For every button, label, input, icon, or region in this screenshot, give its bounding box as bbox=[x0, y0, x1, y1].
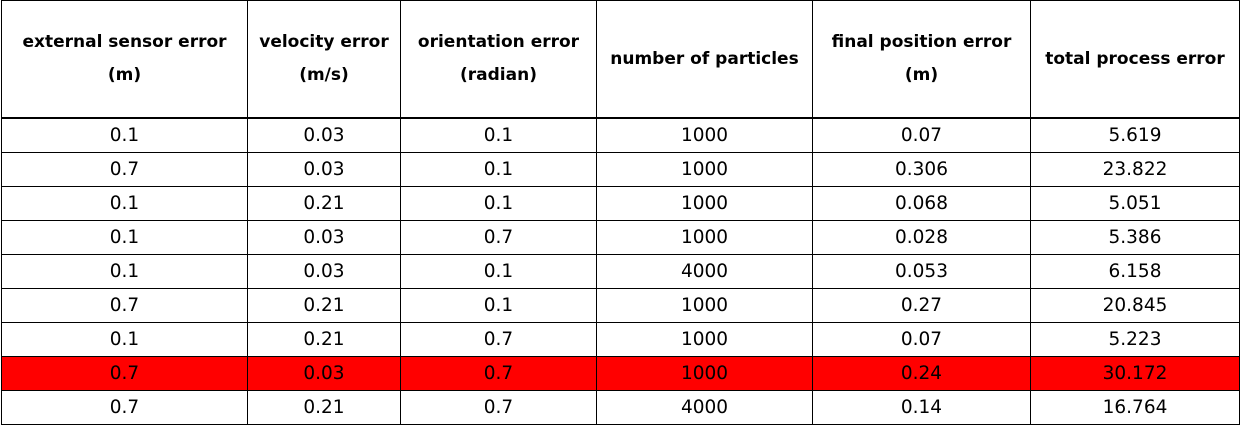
header-line: total process error bbox=[1045, 48, 1225, 69]
table-row-highlighted: 0.7 0.03 0.7 1000 0.24 30.172 bbox=[1, 356, 1240, 391]
header-unit: (radian) bbox=[460, 65, 537, 85]
table-row: 0.7 0.21 0.1 1000 0.27 20.845 bbox=[1, 288, 1240, 323]
header-velocity-error: velocity error (m/s) bbox=[247, 0, 401, 119]
table-cell: 0.21 bbox=[247, 186, 401, 221]
table-cell: 1000 bbox=[596, 356, 813, 391]
table-cell: 0.1 bbox=[400, 254, 597, 289]
table-cell: 0.7 bbox=[1, 288, 248, 323]
header-unit: (m/s) bbox=[299, 65, 349, 85]
table-cell: 0.1 bbox=[400, 288, 597, 323]
header-row: external sensor error (m) velocity error… bbox=[1, 0, 1240, 119]
table-cell: 0.21 bbox=[247, 390, 401, 425]
table-cell: 23.822 bbox=[1030, 152, 1240, 187]
table-cell: 5.223 bbox=[1030, 322, 1240, 357]
table-cell: 0.1 bbox=[1, 117, 248, 153]
table-cell: 0.1 bbox=[400, 152, 597, 187]
table-cell: 0.1 bbox=[1, 220, 248, 255]
table-cell: 1000 bbox=[596, 117, 813, 153]
header-line: number of particles bbox=[610, 48, 799, 69]
table-cell: 4000 bbox=[596, 254, 813, 289]
table-cell: 30.172 bbox=[1030, 356, 1240, 391]
table-cell: 1000 bbox=[596, 322, 813, 357]
table-cell: 0.7 bbox=[1, 152, 248, 187]
table-cell: 0.306 bbox=[812, 152, 1031, 187]
table-cell: 5.619 bbox=[1030, 117, 1240, 153]
table-cell: 0.21 bbox=[247, 288, 401, 323]
table-row: 0.1 0.03 0.1 1000 0.07 5.619 bbox=[1, 117, 1240, 153]
table-row: 0.1 0.21 0.7 1000 0.07 5.223 bbox=[1, 322, 1240, 357]
header-orientation-error: orientation error (radian) bbox=[400, 0, 597, 119]
table-cell: 5.386 bbox=[1030, 220, 1240, 255]
table-row: 0.1 0.21 0.1 1000 0.068 5.051 bbox=[1, 186, 1240, 221]
table-cell: 0.1 bbox=[400, 117, 597, 153]
table-row: 0.7 0.03 0.1 1000 0.306 23.822 bbox=[1, 152, 1240, 187]
table-row: 0.1 0.03 0.7 1000 0.028 5.386 bbox=[1, 220, 1240, 255]
table-cell: 0.07 bbox=[812, 117, 1031, 153]
table-cell: 0.03 bbox=[247, 220, 401, 255]
table-cell: 0.03 bbox=[247, 356, 401, 391]
table-cell: 0.21 bbox=[247, 322, 401, 357]
header-line: velocity error bbox=[259, 32, 389, 52]
table-cell: 0.7 bbox=[400, 390, 597, 425]
table-cell: 0.03 bbox=[247, 152, 401, 187]
table-cell: 0.7 bbox=[1, 356, 248, 391]
table-row: 0.7 0.21 0.7 4000 0.14 16.764 bbox=[1, 390, 1240, 425]
table-cell: 20.845 bbox=[1030, 288, 1240, 323]
header-unit: (m) bbox=[904, 65, 939, 85]
header-total-process-error: total process error bbox=[1030, 0, 1240, 119]
table-row: 0.1 0.03 0.1 4000 0.053 6.158 bbox=[1, 254, 1240, 289]
table-cell: 0.03 bbox=[247, 117, 401, 153]
table-cell: 0.1 bbox=[1, 322, 248, 357]
table-cell: 0.27 bbox=[812, 288, 1031, 323]
header-line: orientation error bbox=[417, 32, 580, 52]
table-cell: 6.158 bbox=[1030, 254, 1240, 289]
header-number-of-particles: number of particles bbox=[596, 0, 813, 119]
header-external-sensor-error: external sensor error (m) bbox=[1, 0, 248, 119]
table-cell: 0.03 bbox=[247, 254, 401, 289]
table-body: 0.1 0.03 0.1 1000 0.07 5.619 0.7 0.03 0.1 1000 0.3… bbox=[1, 117, 1240, 425]
table-cell: 1000 bbox=[596, 288, 813, 323]
table-cell: 1000 bbox=[596, 152, 813, 187]
table-cell: 0.7 bbox=[400, 356, 597, 391]
table-cell: 0.7 bbox=[400, 322, 597, 357]
table-cell: 4000 bbox=[596, 390, 813, 425]
header-final-position-error: final position error (m) bbox=[812, 0, 1031, 119]
table-cell: 1000 bbox=[596, 186, 813, 221]
table-cell: 0.7 bbox=[400, 220, 597, 255]
table-cell: 0.053 bbox=[812, 254, 1031, 289]
table-cell: 5.051 bbox=[1030, 186, 1240, 221]
header-unit: (m) bbox=[107, 65, 142, 85]
table-cell: 16.764 bbox=[1030, 390, 1240, 425]
table-cell: 0.7 bbox=[1, 390, 248, 425]
table-cell: 0.1 bbox=[1, 254, 248, 289]
table-cell: 0.028 bbox=[812, 220, 1031, 255]
table-cell: 0.07 bbox=[812, 322, 1031, 357]
table-cell: 0.24 bbox=[812, 356, 1031, 391]
table-cell: 0.1 bbox=[400, 186, 597, 221]
table-cell: 0.14 bbox=[812, 390, 1031, 425]
header-line: external sensor error bbox=[22, 32, 227, 52]
table-cell: 1000 bbox=[596, 220, 813, 255]
table-cell: 0.068 bbox=[812, 186, 1031, 221]
table-cell: 0.1 bbox=[1, 186, 248, 221]
header-line: final position error bbox=[831, 32, 1012, 52]
